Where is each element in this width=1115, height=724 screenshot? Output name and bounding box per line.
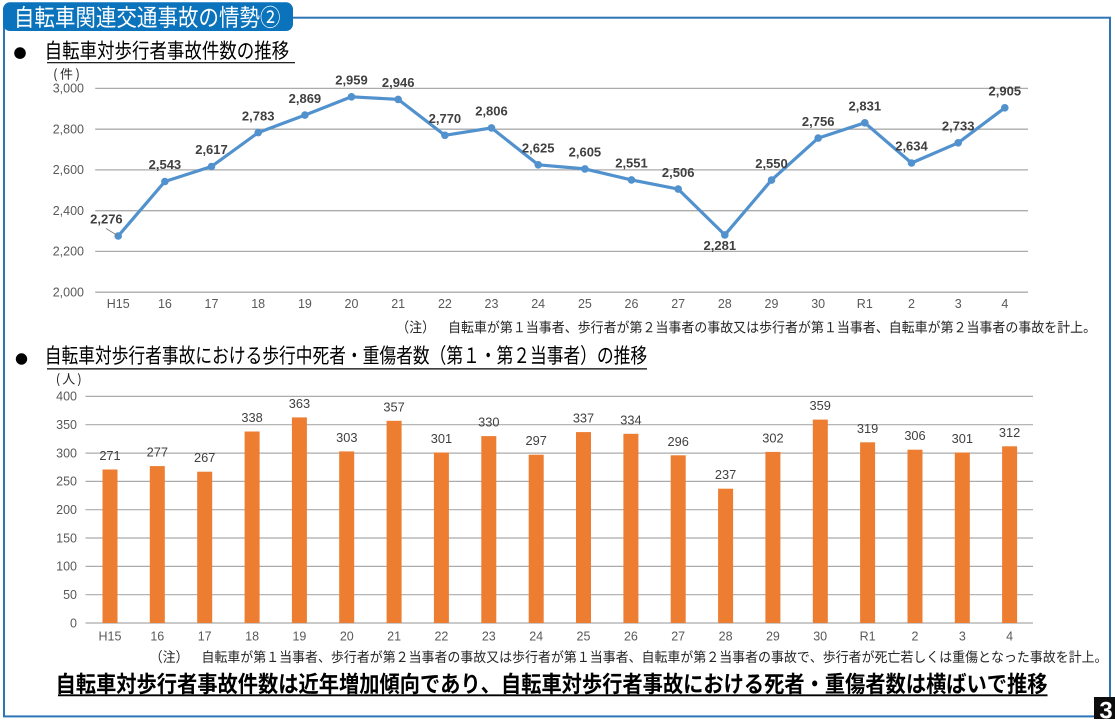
- svg-text:338: 338: [241, 410, 262, 425]
- svg-text:26: 26: [625, 297, 639, 311]
- svg-text:312: 312: [999, 425, 1020, 440]
- svg-text:150: 150: [56, 531, 77, 545]
- svg-text:22: 22: [434, 630, 448, 644]
- svg-text:334: 334: [620, 412, 641, 427]
- svg-text:24: 24: [529, 630, 543, 644]
- svg-text:2,551: 2,551: [615, 156, 648, 171]
- svg-text:28: 28: [718, 297, 732, 311]
- svg-text:2: 2: [912, 630, 919, 644]
- svg-text:16: 16: [150, 630, 164, 644]
- svg-text:18: 18: [245, 630, 259, 644]
- svg-text:30: 30: [811, 297, 825, 311]
- svg-text:297: 297: [526, 433, 547, 448]
- svg-text:2,733: 2,733: [942, 119, 975, 134]
- svg-text:363: 363: [289, 396, 310, 411]
- svg-text:2,617: 2,617: [195, 142, 228, 157]
- svg-text:H15: H15: [107, 297, 130, 311]
- svg-text:2,276: 2,276: [90, 211, 123, 226]
- svg-text:21: 21: [387, 630, 401, 644]
- svg-text:301: 301: [952, 431, 973, 446]
- svg-text:300: 300: [56, 446, 77, 460]
- svg-text:2: 2: [908, 297, 915, 311]
- svg-text:271: 271: [99, 448, 120, 463]
- svg-text:3: 3: [959, 630, 966, 644]
- svg-text:2,770: 2,770: [429, 111, 462, 126]
- svg-text:296: 296: [668, 434, 689, 449]
- svg-text:2,543: 2,543: [149, 157, 182, 172]
- svg-text:27: 27: [671, 297, 685, 311]
- svg-text:2,506: 2,506: [662, 165, 695, 180]
- svg-text:18: 18: [251, 297, 265, 311]
- svg-text:19: 19: [298, 297, 312, 311]
- svg-text:50: 50: [63, 588, 77, 602]
- svg-text:27: 27: [671, 630, 685, 644]
- svg-text:20: 20: [345, 297, 359, 311]
- svg-text:319: 319: [857, 421, 878, 436]
- svg-text:350: 350: [56, 418, 77, 432]
- svg-text:19: 19: [292, 630, 306, 644]
- svg-text:2,550: 2,550: [755, 156, 788, 171]
- svg-text:4: 4: [1006, 630, 1013, 644]
- svg-text:2,605: 2,605: [569, 145, 602, 160]
- svg-text:30: 30: [813, 630, 827, 644]
- svg-text:330: 330: [478, 415, 499, 430]
- svg-text:400: 400: [56, 390, 77, 404]
- svg-text:303: 303: [336, 430, 357, 445]
- svg-text:2,634: 2,634: [895, 139, 928, 154]
- svg-text:2,400: 2,400: [53, 204, 84, 218]
- svg-text:302: 302: [762, 430, 783, 445]
- svg-text:359: 359: [810, 398, 831, 413]
- svg-text:2,756: 2,756: [802, 114, 835, 129]
- svg-text:2,905: 2,905: [989, 84, 1022, 99]
- svg-text:301: 301: [431, 431, 452, 446]
- svg-text:16: 16: [158, 297, 172, 311]
- svg-text:237: 237: [715, 467, 736, 482]
- svg-text:25: 25: [578, 297, 592, 311]
- svg-text:2,200: 2,200: [53, 245, 84, 259]
- svg-text:2,869: 2,869: [289, 91, 322, 106]
- svg-text:17: 17: [205, 297, 219, 311]
- svg-text:3: 3: [955, 297, 962, 311]
- svg-text:2,806: 2,806: [475, 104, 508, 119]
- svg-text:23: 23: [485, 297, 499, 311]
- svg-text:29: 29: [765, 297, 779, 311]
- svg-text:2,625: 2,625: [522, 141, 555, 156]
- svg-text:2,783: 2,783: [242, 108, 275, 123]
- svg-text:2,831: 2,831: [849, 99, 882, 114]
- svg-text:3,000: 3,000: [53, 82, 84, 96]
- svg-text:2,600: 2,600: [53, 163, 84, 177]
- svg-text:200: 200: [56, 503, 77, 517]
- svg-text:337: 337: [573, 411, 594, 426]
- svg-text:2,946: 2,946: [382, 75, 415, 90]
- svg-text:2,959: 2,959: [335, 73, 368, 88]
- svg-text:R1: R1: [857, 297, 873, 311]
- svg-text:29: 29: [766, 630, 780, 644]
- svg-text:26: 26: [624, 630, 638, 644]
- svg-text:24: 24: [531, 297, 545, 311]
- svg-text:2,281: 2,281: [704, 238, 737, 253]
- svg-text:28: 28: [719, 630, 733, 644]
- svg-text:4: 4: [1001, 297, 1008, 311]
- svg-text:17: 17: [198, 630, 212, 644]
- svg-text:H15: H15: [99, 630, 122, 644]
- svg-text:22: 22: [438, 297, 452, 311]
- svg-text:3: 3: [1099, 698, 1112, 720]
- svg-text:2,000: 2,000: [53, 286, 84, 300]
- svg-text:2,800: 2,800: [53, 123, 84, 137]
- svg-text:R1: R1: [860, 630, 876, 644]
- svg-text:21: 21: [391, 297, 405, 311]
- svg-text:20: 20: [340, 630, 354, 644]
- svg-text:306: 306: [904, 428, 925, 443]
- svg-text:277: 277: [147, 445, 168, 460]
- svg-text:23: 23: [482, 630, 496, 644]
- svg-text:0: 0: [70, 616, 77, 630]
- svg-text:25: 25: [577, 630, 591, 644]
- svg-text:100: 100: [56, 560, 77, 574]
- svg-text:357: 357: [383, 399, 404, 414]
- svg-text:267: 267: [194, 450, 215, 465]
- svg-text:250: 250: [56, 475, 77, 489]
